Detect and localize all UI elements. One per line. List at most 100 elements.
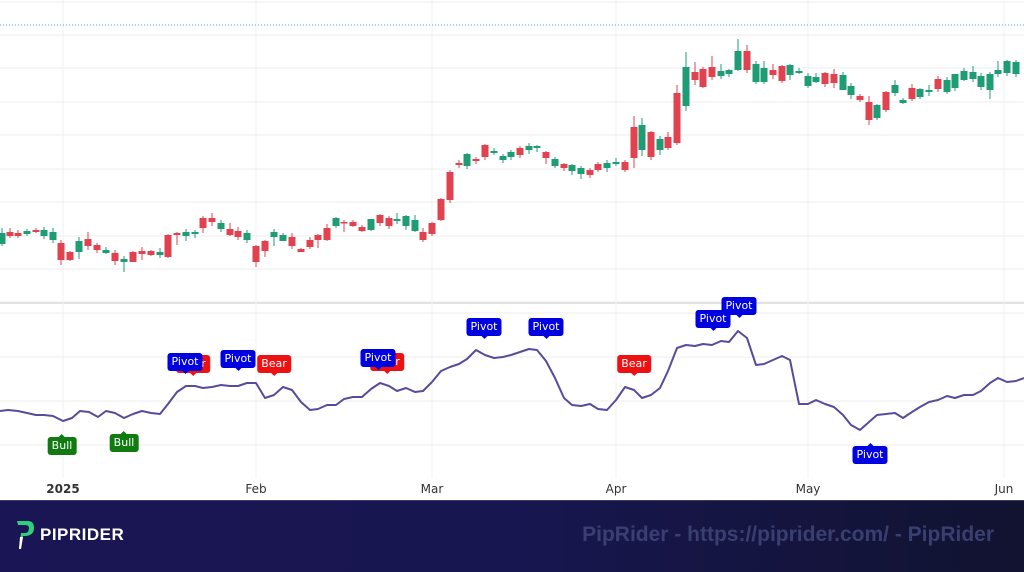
candle: [66, 251, 74, 261]
x-axis-label: Apr: [605, 482, 627, 496]
candle: [699, 67, 707, 88]
candle: [437, 198, 445, 221]
candle: [1012, 60, 1020, 77]
candle: [847, 83, 855, 99]
candle: [393, 213, 401, 224]
candle: [243, 230, 251, 243]
bull-signal-marker: Bull: [109, 431, 139, 452]
candle: [102, 247, 110, 254]
candle: [428, 222, 436, 236]
candle: [560, 163, 568, 171]
x-axis-label: Mar: [420, 482, 444, 496]
candle: [821, 72, 829, 87]
candle: [490, 148, 498, 155]
candle: [769, 64, 777, 79]
x-axis-label: 2025: [46, 482, 80, 496]
candle: [23, 229, 31, 236]
candle: [717, 64, 725, 79]
candle: [839, 72, 847, 90]
candle: [1003, 60, 1011, 76]
candle: [708, 56, 716, 80]
candle: [340, 220, 348, 232]
candle: [323, 224, 331, 241]
candle: [691, 62, 699, 85]
pivot-signal-marker: Pivot: [528, 318, 564, 339]
candle: [314, 234, 322, 248]
candle: [279, 233, 287, 241]
candle: [93, 243, 101, 253]
candle: [0, 228, 6, 246]
pivot-signal-marker: Pivot: [220, 350, 256, 371]
candle: [120, 256, 128, 272]
candle: [156, 248, 164, 258]
candle: [586, 168, 594, 178]
candle: [332, 217, 340, 228]
candle: [525, 143, 533, 154]
candle: [856, 94, 864, 102]
candle: [812, 73, 820, 83]
pivot-signal-marker: Pivot: [167, 353, 203, 374]
candle: [455, 160, 463, 168]
candle: [49, 228, 57, 243]
candle: [182, 229, 190, 241]
bear-signal-marker: Bear: [257, 355, 291, 376]
candle: [594, 162, 602, 172]
candle: [656, 136, 664, 155]
candle: [6, 228, 14, 238]
candle: [882, 91, 890, 112]
candle: [551, 157, 559, 168]
candle: [778, 65, 786, 83]
candle: [916, 88, 924, 99]
candle: [84, 232, 92, 250]
candle: [943, 77, 951, 94]
candle: [297, 248, 305, 252]
candle: [129, 251, 137, 262]
candle: [734, 39, 742, 71]
candle: [568, 164, 576, 175]
candle: [647, 131, 655, 160]
candle: [385, 216, 393, 229]
candle: [891, 80, 899, 96]
candle: [481, 144, 489, 160]
chart-area[interactable]: BullBullBearPivotPivotBearBearPivotPivot…: [0, 0, 1024, 500]
candle: [804, 73, 812, 88]
candle: [865, 96, 873, 125]
candle: [252, 245, 260, 267]
candle: [173, 232, 181, 245]
x-axis-label: Jun: [994, 482, 1014, 496]
candle: [899, 98, 907, 104]
candle: [960, 68, 968, 81]
candle: [603, 160, 611, 172]
candle: [507, 150, 515, 160]
watermark-text: PipRider - https://piprider.com/ - PipRi…: [582, 523, 994, 546]
candle: [261, 240, 269, 257]
candle: [977, 73, 985, 90]
candle: [411, 215, 419, 232]
candle: [951, 74, 959, 91]
candle: [14, 230, 22, 238]
candle: [164, 234, 172, 258]
piprider-logo[interactable]: PIPRIDER: [14, 519, 124, 551]
candle: [934, 76, 942, 92]
candle: [760, 61, 768, 84]
candle: [994, 61, 1002, 77]
candle: [830, 69, 838, 88]
piprider-logo-icon: [17, 521, 34, 549]
candle: [306, 237, 314, 249]
candle: [463, 153, 471, 169]
candle: [752, 61, 760, 84]
candle: [682, 52, 690, 111]
candle: [630, 116, 638, 168]
chart-canvas[interactable]: [0, 0, 1024, 500]
x-axis-label: May: [795, 482, 821, 496]
candle: [969, 66, 977, 82]
candle: [191, 230, 199, 238]
candle: [147, 250, 155, 256]
candle: [925, 85, 933, 96]
pivot-signal-marker: Pivot: [852, 443, 888, 464]
candle: [499, 154, 507, 163]
footer-banner: PIPRIDER PipRider - https://piprider.com…: [0, 500, 1024, 572]
pivot-signal-marker: Pivot: [721, 297, 757, 318]
candle: [472, 157, 480, 164]
candle: [612, 158, 620, 166]
